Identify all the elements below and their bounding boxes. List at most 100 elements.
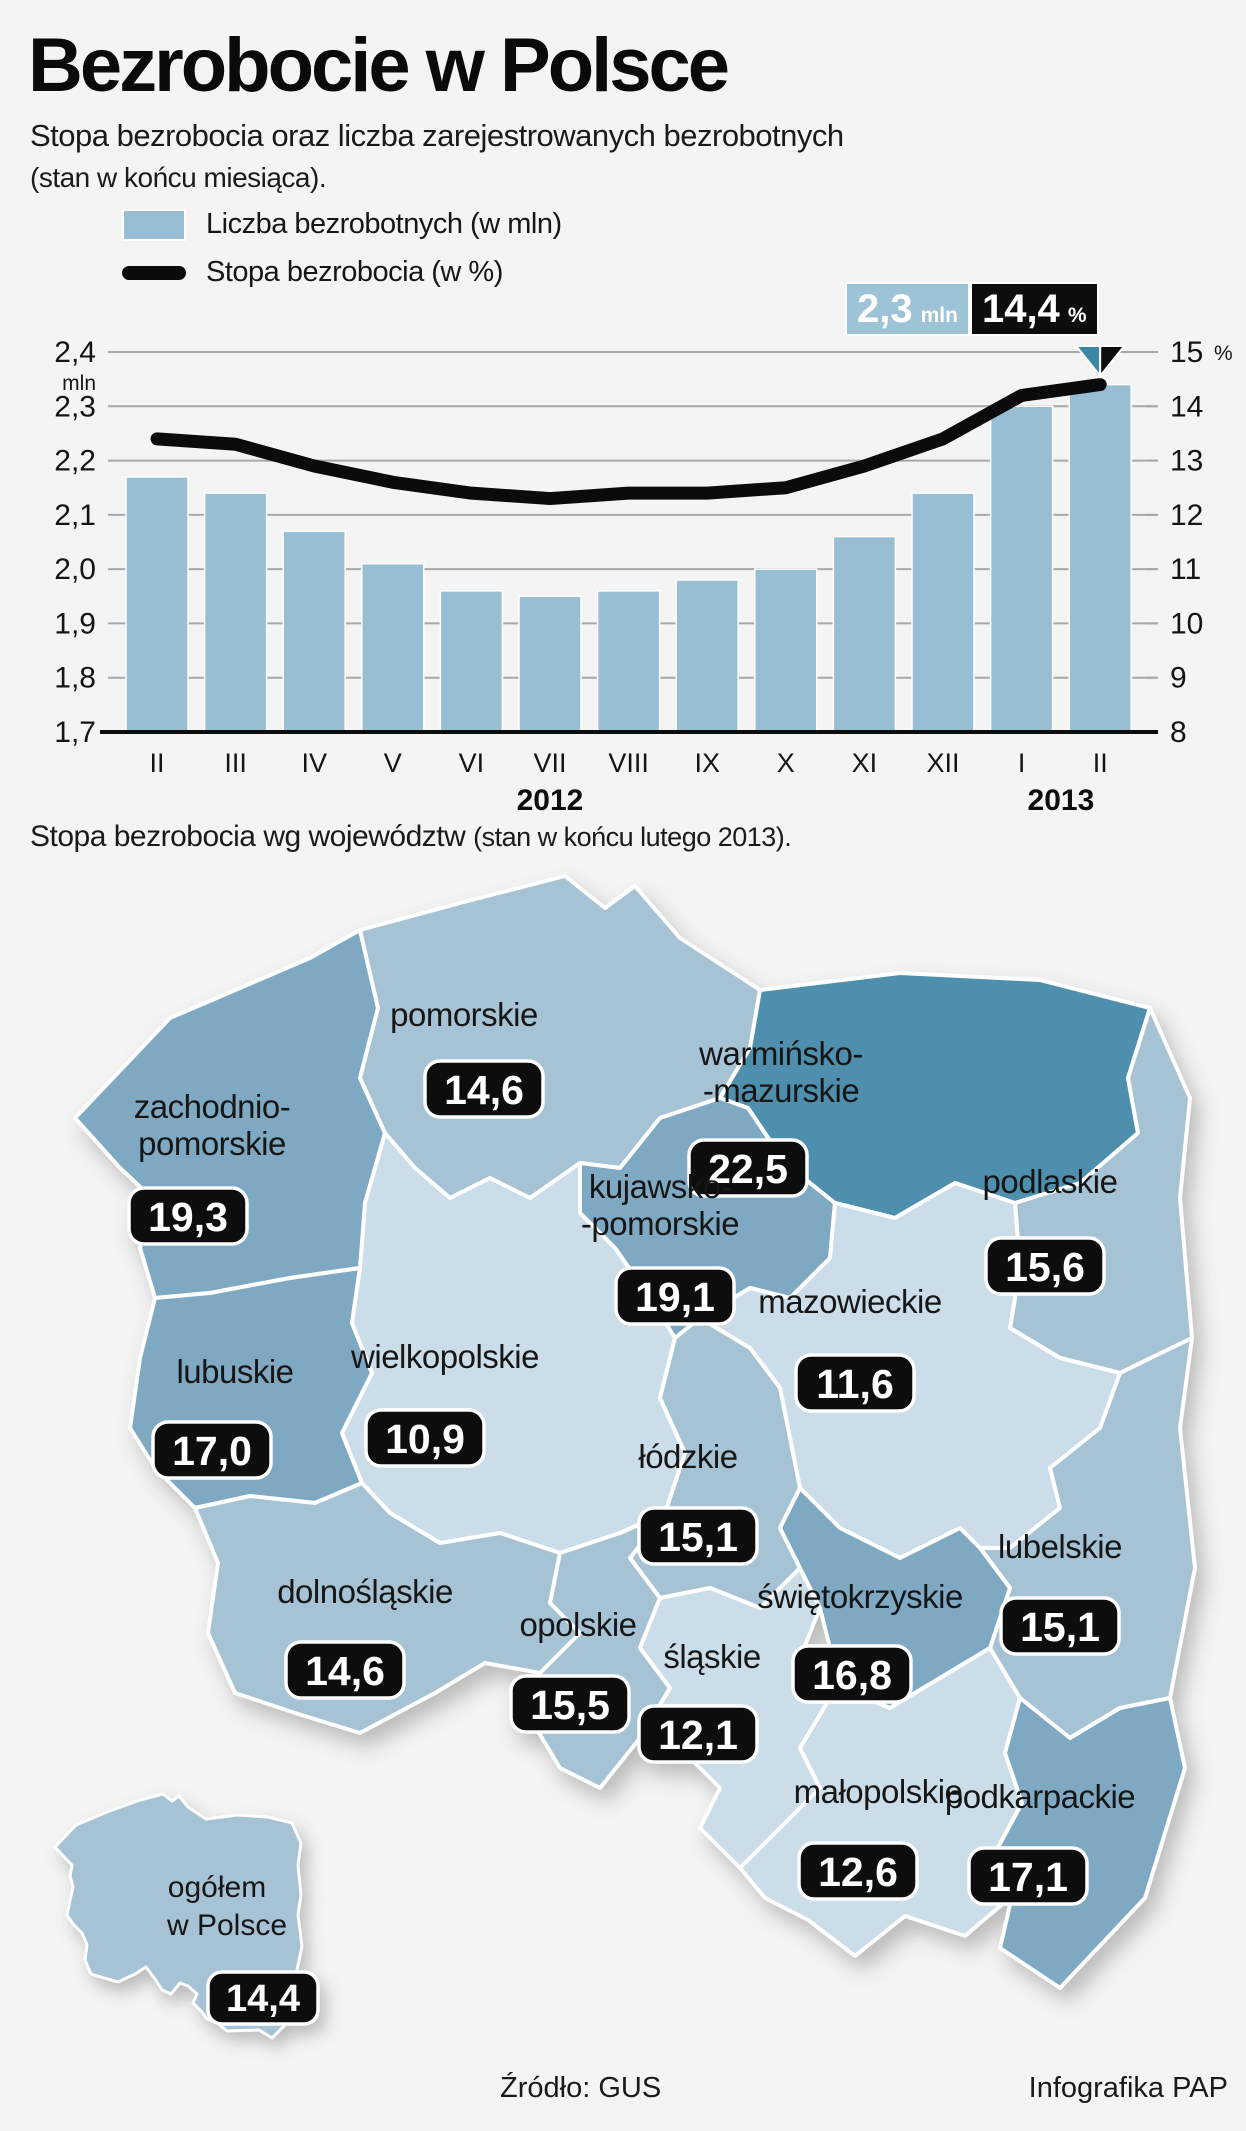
month-label-7: IX — [694, 748, 720, 778]
month-label-3: V — [384, 748, 402, 778]
right-axis-unit-label: % — [1214, 342, 1233, 365]
region-label-swietokrzyskie: świętokrzyskie — [757, 1578, 963, 1615]
region-value-badge-slaskie — [637, 1704, 759, 1764]
right-axis-tick-label: 14 — [1170, 390, 1203, 423]
region-label-zachodniopomorskie: zachodnio- — [134, 1088, 290, 1125]
bar-VII-5 — [518, 595, 582, 733]
region-value-lodzkie: 15,1 — [658, 1514, 738, 1560]
region-value-badge-podkarpackie — [967, 1846, 1089, 1906]
bar-II-12 — [1068, 383, 1132, 733]
left-axis-unit-label: mln — [62, 372, 96, 395]
month-label-2: IV — [301, 748, 327, 778]
region-label-pomorskie: pomorskie — [390, 996, 538, 1033]
region-value-warminsko_mazurskie: 22,5 — [708, 1146, 788, 1192]
right-axis-tick-label: 8 — [1170, 716, 1187, 749]
callout-pointer-left-icon — [1074, 345, 1102, 379]
region-value-lubelskie: 15,1 — [1020, 1604, 1100, 1650]
month-label-12: II — [1093, 748, 1108, 778]
region-value-badge-podlaskie — [984, 1236, 1106, 1296]
region-value-badge-swietokrzyskie — [791, 1644, 913, 1704]
region-podkarpackie — [993, 1696, 1187, 1990]
bar-I-11 — [989, 405, 1054, 733]
unemployment-rate-line — [150, 378, 1107, 506]
map-section-title: Stopa bezrobocia wg województw (stan w k… — [30, 820, 792, 853]
region-label-podkarpackie: podkarpackie — [945, 1778, 1135, 1815]
region-label-warminsko_mazurskie: -mazurskie — [703, 1072, 859, 1109]
bar-VI-4 — [439, 590, 504, 733]
region-label-mazowieckie: mazowieckie — [758, 1283, 941, 1320]
callout-pointer-right-icon — [1099, 345, 1127, 379]
region-value-badge-dolnoslaskie — [284, 1640, 406, 1700]
region-value-zachodniopomorskie: 19,3 — [148, 1194, 228, 1240]
map-region-labels: zachodnio-pomorskie 19,3 pomorskie 14,6 warm… — [127, 996, 1136, 1906]
footer-credit: Infografika PAP — [1028, 2072, 1228, 2104]
region-label-dolnoslaskie: dolnośląskie — [277, 1573, 453, 1610]
region-value-pomorskie: 14,6 — [444, 1067, 524, 1113]
region-value-badge-lubelskie — [999, 1596, 1121, 1656]
region-value-wielkopolskie: 10,9 — [385, 1416, 465, 1462]
month-label-1: III — [224, 748, 247, 778]
region-label-malopolskie: małopolskie — [794, 1773, 963, 1810]
bar-II-0 — [125, 476, 189, 733]
region-value-badge-lubuskie — [151, 1420, 273, 1480]
left-axis-tick-label: 2,3 — [54, 390, 96, 423]
right-axis-tick-label: 13 — [1170, 445, 1203, 478]
inset-map-group: ogółem w Polsce 14,4 — [53, 1792, 320, 2040]
region-value-opolskie: 15,5 — [530, 1682, 610, 1728]
region-label-kujawsko_pomorskie: kujawsko- — [589, 1168, 731, 1205]
region-label-slaskie: śląskie — [663, 1638, 760, 1675]
left-axis-tick-label: 2,4 — [54, 336, 96, 369]
month-label-0: II — [149, 748, 164, 778]
region-value-swietokrzyskie: 16,8 — [812, 1652, 892, 1698]
month-label-11: I — [1018, 748, 1026, 778]
right-axis-tick-label: 9 — [1170, 662, 1187, 695]
left-axis-tick-label: 1,8 — [54, 662, 96, 695]
region-value-podkarpackie: 17,1 — [988, 1854, 1068, 1900]
map-section-title-note: (stan w końcu lutego 2013). — [473, 822, 792, 852]
region-value-kujawsko_pomorskie: 19,1 — [635, 1274, 715, 1320]
inset-label-line2: w Polsce — [166, 1909, 287, 1942]
region-label-zachodniopomorskie: pomorskie — [138, 1125, 286, 1162]
bar-III-1 — [203, 492, 268, 733]
month-label-8: X — [777, 748, 795, 778]
region-label-lodzkie: łódzkie — [638, 1438, 737, 1475]
month-label-4: VI — [459, 748, 485, 778]
region-label-warminsko_mazurskie: warmińsko- — [698, 1035, 863, 1072]
region-value-badge-pomorskie — [423, 1059, 545, 1119]
bar-VIII-6 — [596, 590, 661, 733]
callout-count-value: 2,3 — [857, 287, 913, 331]
region-value-badge-wielkopolskie — [364, 1408, 486, 1468]
left-axis-tick-label: 2,0 — [54, 553, 96, 586]
region-value-badge-kujawsko_pomorskie — [614, 1266, 736, 1326]
page-title: Bezrobocie w Polsce — [28, 23, 730, 108]
callout-unemployment-rate: 14,4 % — [969, 282, 1099, 336]
region-value-malopolskie: 12,6 — [818, 1849, 898, 1895]
line-legend-swatch-icon — [122, 265, 186, 280]
callout-count-unit: mln — [920, 304, 958, 327]
region-label-podlaskie: podlaskie — [983, 1163, 1118, 1200]
bar-XII-10 — [911, 492, 975, 733]
legend-item-bars: Liczba bezrobotnych (w mln) — [122, 208, 562, 241]
legend-label-bars: Liczba bezrobotnych (w mln) — [206, 208, 562, 240]
region-value-podlaskie: 15,6 — [1005, 1244, 1085, 1290]
region-label-lubelskie: lubelskie — [998, 1528, 1122, 1565]
right-axis-tick-label: 10 — [1170, 607, 1203, 640]
legend-label-line: Stopa bezrobocia (w %) — [206, 256, 503, 288]
region-value-badge-malopolskie — [797, 1841, 919, 1901]
region-value-lubuskie: 17,0 — [172, 1428, 252, 1474]
callout-unemployed-count: 2,3 mln — [845, 282, 970, 336]
region-label-opolskie: opolskie — [519, 1606, 636, 1643]
latest-values-callout: 2,3 mln 14,4 % — [845, 282, 1099, 336]
bar-legend-swatch-icon — [122, 208, 186, 241]
region-label-lubuskie: lubuskie — [176, 1353, 293, 1390]
region-value-mazowieckie: 11,6 — [816, 1361, 894, 1407]
left-axis-tick-label: 1,7 — [54, 716, 96, 749]
poland-voivodeship-map: zachodnio-pomorskie 19,3 pomorskie 14,6 warm… — [73, 874, 1197, 1990]
inset-label-line1: ogółem — [168, 1871, 266, 1904]
region-value-badge-opolskie — [509, 1674, 631, 1734]
region-label-kujawsko_pomorskie: -pomorskie — [581, 1205, 739, 1242]
page-subtitle: Stopa bezrobocia oraz liczba zarejestrow… — [30, 118, 844, 153]
bar-X-8 — [754, 568, 818, 733]
